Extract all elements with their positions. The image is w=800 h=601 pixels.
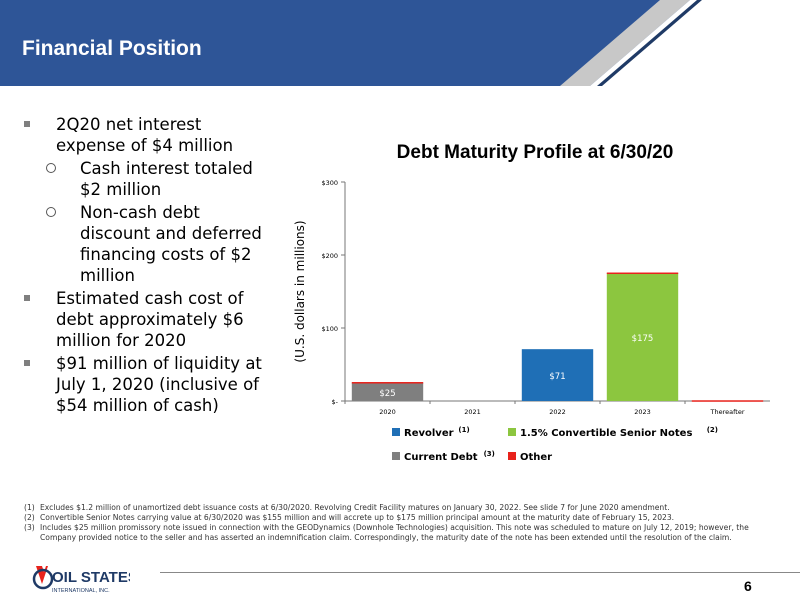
bar-1-5-convertible-senior-notes	[606, 273, 679, 401]
legend-label: Other	[520, 452, 552, 463]
x-tick-label: Thereafter	[710, 408, 745, 416]
bar-data-label: $25	[379, 389, 395, 399]
square-bullet-icon	[24, 121, 30, 127]
sub-bullet-text: Non-cash debt discount and deferred fina…	[80, 203, 262, 285]
x-tick-label: 2023	[634, 408, 651, 416]
footnote-number: (3)	[24, 523, 35, 532]
sub-bullet-text: Cash interest totaled $2 million	[80, 159, 253, 199]
footnote-text: Excludes $1.2 million of unamortized deb…	[40, 503, 670, 512]
bullet-text: $91 million of liquidity at July 1, 2020…	[56, 354, 262, 415]
footnote: (2) Convertible Senior Notes carrying val…	[24, 513, 784, 523]
sub-bullet-item: Cash interest totaled $2 million	[22, 158, 272, 200]
bullet-text: Estimated cash cost of debt approximatel…	[56, 289, 244, 350]
legend-swatch	[508, 452, 516, 460]
circle-bullet-icon	[46, 207, 56, 217]
y-tick-label: $200	[321, 252, 338, 260]
y-tick-label: $-	[332, 398, 339, 406]
oil-states-logo: OIL STATES INTERNATIONAL, INC.	[32, 566, 138, 594]
footnote-text: Convertible Senior Notes carrying value …	[40, 513, 675, 522]
debt-maturity-chart: Debt Maturity Profile at 6/30/20 (U.S. do…	[280, 130, 790, 480]
legend-swatch	[392, 452, 400, 460]
bar-other	[351, 382, 424, 384]
legend-footnote-ref: (1)	[458, 426, 469, 434]
bullet-list: 2Q20 net interest expense of $4 million …	[22, 114, 272, 418]
footnote: (3) Includes $25 million promissory note …	[24, 523, 784, 543]
legend-footnote-ref: (3)	[484, 450, 495, 458]
bar-data-label: $175	[632, 334, 654, 344]
logo-drop-icon	[36, 566, 48, 584]
bar-revolver	[521, 349, 594, 401]
chart-title: Debt Maturity Profile at 6/30/20	[397, 142, 674, 163]
footnotes: (1) Excludes $1.2 million of unamortized …	[24, 503, 784, 543]
company-logo: OIL STATES INTERNATIONAL, INC.	[30, 562, 138, 601]
square-bullet-icon	[24, 360, 30, 366]
bullet-text: 2Q20 net interest expense of $4 million	[56, 115, 234, 155]
y-tick-label: $300	[321, 179, 338, 187]
legend-footnote-ref: (2)	[707, 426, 718, 434]
bullet-item: 2Q20 net interest expense of $4 million	[22, 114, 272, 156]
footnote-number: (1)	[24, 503, 35, 512]
legend-swatch	[508, 428, 516, 436]
y-tick-label: $100	[321, 325, 338, 333]
footnote-number: (2)	[24, 513, 35, 522]
footnote: (1) Excludes $1.2 million of unamortized …	[24, 503, 784, 513]
y-axis-label: (U.S. dollars in millions)	[293, 220, 307, 362]
legend-label: Revolver	[404, 428, 454, 439]
bar-data-label: $71	[549, 372, 565, 382]
legend-swatch	[392, 428, 400, 436]
bullet-item: Estimated cash cost of debt approximatel…	[22, 288, 272, 351]
page-title: Financial Position	[22, 37, 202, 60]
square-bullet-icon	[24, 295, 30, 301]
logo-subtext: INTERNATIONAL, INC.	[52, 588, 110, 594]
x-tick-label: 2020	[379, 408, 396, 416]
bullet-item: $91 million of liquidity at July 1, 2020…	[22, 353, 272, 416]
bar-current-debt	[351, 382, 424, 401]
bar-other	[606, 272, 679, 275]
legend-label: 1.5% Convertible Senior Notes	[520, 428, 692, 439]
sub-bullet-item: Non-cash debt discount and deferred fina…	[22, 202, 272, 286]
x-tick-label: 2021	[464, 408, 481, 416]
header-banner: Financial Position	[0, 0, 800, 86]
logo-text: OIL STATES	[52, 569, 130, 586]
footnote-text: Includes $25 million promissory note iss…	[40, 523, 749, 542]
legend-label: Current Debt	[404, 452, 478, 463]
x-tick-label: 2022	[549, 408, 566, 416]
footer-divider	[160, 572, 800, 573]
bar-other	[691, 400, 764, 402]
circle-bullet-icon	[46, 163, 56, 173]
page-number: 6	[744, 578, 752, 594]
header-background	[0, 0, 800, 86]
chart-svg: Debt Maturity Profile at 6/30/20 (U.S. do…	[293, 142, 770, 463]
